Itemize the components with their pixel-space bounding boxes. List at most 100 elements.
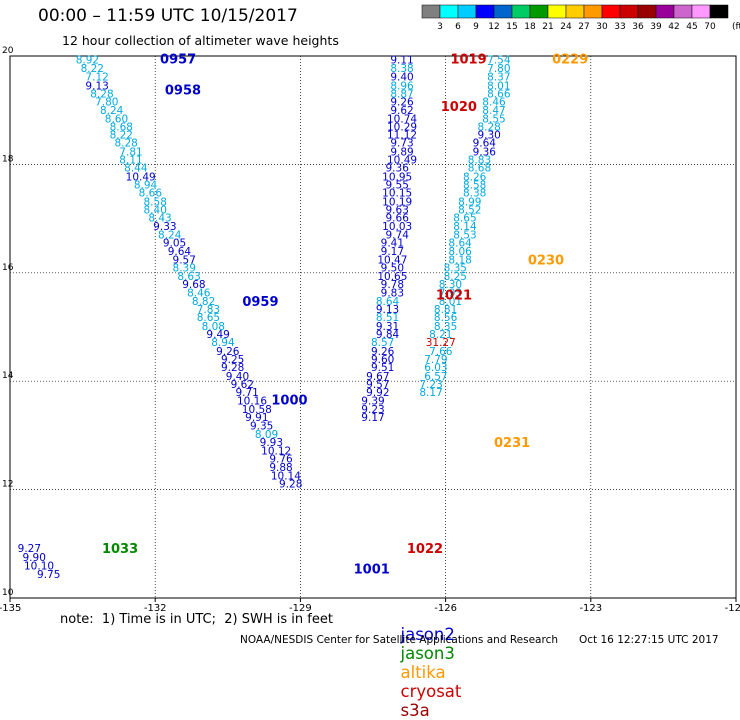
wave-height-value: 8.52	[458, 204, 481, 216]
wave-height-value: 11.12	[387, 130, 417, 142]
pass-time-label: 1033	[102, 542, 138, 557]
pass-time-label: 1001	[354, 563, 390, 578]
wave-height-value: 10.74	[387, 113, 417, 125]
wave-height-value: 8.14	[453, 221, 477, 233]
colorbar-label: 12	[488, 22, 499, 32]
colorbar-label: 45	[686, 22, 697, 32]
wave-height-value: 7.93	[439, 287, 462, 299]
colorbar-label: 21	[542, 22, 553, 32]
wave-height-value: 6.03	[424, 362, 447, 374]
colorbar-swatch	[709, 4, 729, 19]
wave-height-value: 8.47	[482, 105, 505, 117]
wave-height-value: 9.41	[381, 237, 404, 249]
legend-jason3: jason3	[400, 644, 455, 663]
wave-height-value: 8.57	[371, 337, 394, 349]
colorbar-swatch	[673, 4, 693, 19]
chart-subtitle: 12 hour collection of altimeter wave hei…	[62, 33, 339, 48]
y-tick-label: 18	[2, 154, 14, 164]
colorbar-swatch	[637, 4, 657, 19]
colorbar-label: 42	[668, 22, 679, 32]
wave-height-value: 8.35	[444, 262, 467, 274]
wave-height-value: 9.89	[390, 146, 413, 158]
colorbar-swatch	[619, 4, 639, 19]
wave-height-value: 8.65	[197, 312, 220, 324]
wave-height-value: 9.57	[173, 254, 196, 266]
wave-height-value: 9.62	[390, 105, 413, 117]
wave-height-value: 9.92	[366, 387, 389, 399]
wave-height-value: 9.68	[182, 279, 205, 291]
wave-height-value: 10.47	[377, 254, 407, 266]
wave-height-value: 10.19	[382, 196, 412, 208]
wave-height-value: 9.88	[269, 462, 292, 474]
x-tick-label: -126	[434, 603, 457, 614]
pass-time-label: 0958	[165, 84, 201, 99]
wave-height-value: 8.46	[482, 97, 506, 109]
wave-height-value: 9.78	[381, 279, 404, 291]
wave-height-value: 7.80	[95, 97, 118, 109]
wave-height-value: 8.94	[211, 337, 235, 349]
wave-height-value: 8.21	[429, 329, 452, 341]
axes: -135 -132 -129 -126 -123 -120 10 12 14 16 18 20	[0, 46, 740, 614]
wave-height-value: 8.17	[419, 387, 442, 399]
wave-height-value: 8.56	[434, 312, 458, 324]
wave-height-value: 9.90	[23, 552, 46, 564]
wave-height-value: 8.18	[448, 254, 471, 266]
colorbar-label: 24	[560, 22, 572, 32]
legend-cryosat: cryosat	[400, 682, 462, 701]
wave-height-value: 9.26	[371, 346, 395, 358]
wave-height-value: 7.12	[85, 72, 108, 84]
colorbar-swatch	[565, 4, 585, 19]
pass-time-label: 1022	[407, 542, 443, 557]
grid	[10, 56, 736, 598]
wave-height-value: 7.79	[424, 354, 447, 366]
wave-height-value: 9.74	[386, 229, 410, 241]
wave-height-value: 9.60	[371, 354, 394, 366]
wave-height-value: 9.13	[376, 304, 399, 316]
wave-height-value: 9.17	[381, 246, 404, 258]
y-tick-label: 12	[2, 480, 13, 490]
wave-height-value: 7.23	[419, 379, 442, 391]
wave-height-value: 8.82	[192, 296, 215, 308]
wave-height-value: 8.24	[158, 229, 182, 241]
wave-height-value: 9.73	[390, 138, 413, 150]
pass-time-label: 0230	[528, 253, 564, 268]
legend-jason2: jason2	[400, 625, 455, 644]
wave-height-value: 9.35	[250, 421, 273, 433]
wave-height-value: 8.60	[105, 113, 128, 125]
pass-time-label: 1019	[450, 53, 486, 68]
colorbar-swatch	[475, 4, 495, 19]
wave-height-value: 8.53	[453, 229, 476, 241]
wave-height-value: 8.64	[448, 237, 472, 249]
wave-height-value: 9.76	[269, 454, 293, 466]
wave-height-value: 8.38	[390, 63, 413, 75]
wave-height-value: 10.95	[382, 171, 412, 183]
credit-timestamp: Oct 16 12:27:15 UTC 2017	[579, 634, 719, 646]
wave-height-value: 9.11	[390, 54, 413, 66]
pass-time-label: 1021	[436, 288, 472, 303]
colorbar-label: 6	[455, 22, 461, 32]
wave-height-value: 8.44	[124, 163, 148, 175]
wave-height-value: 9.23	[361, 404, 384, 416]
wave-height-value: 7.80	[487, 63, 510, 75]
wave-height-value: 10.16	[237, 396, 267, 408]
colorbar-swatch	[529, 4, 549, 19]
wave-height-value: 9.28	[279, 479, 302, 491]
wave-height-value: 8.35	[434, 321, 457, 333]
wave-height-value: 9.39	[361, 396, 384, 408]
wave-height-value: 8.01	[487, 80, 510, 92]
wave-height-value: 9.75	[37, 569, 60, 581]
wave-height-value: 9.91	[245, 412, 268, 424]
wave-height-value: 8.08	[202, 321, 225, 333]
wave-height-value: 9.13	[85, 80, 108, 92]
wave-height-value: 8.24	[100, 105, 124, 117]
wave-height-value: 8.96	[390, 80, 414, 92]
wave-height-value: 10.49	[126, 171, 156, 183]
wave-height-value: 8.28	[90, 88, 113, 100]
colorbar-swatch	[601, 4, 621, 19]
wave-height-value: 8.09	[255, 429, 278, 441]
colorbar-label: 9	[473, 22, 479, 32]
wave-height-value: 9.84	[376, 329, 400, 341]
wave-height-value: 10.29	[387, 121, 417, 133]
wave-height-value: 9.51	[371, 362, 394, 374]
